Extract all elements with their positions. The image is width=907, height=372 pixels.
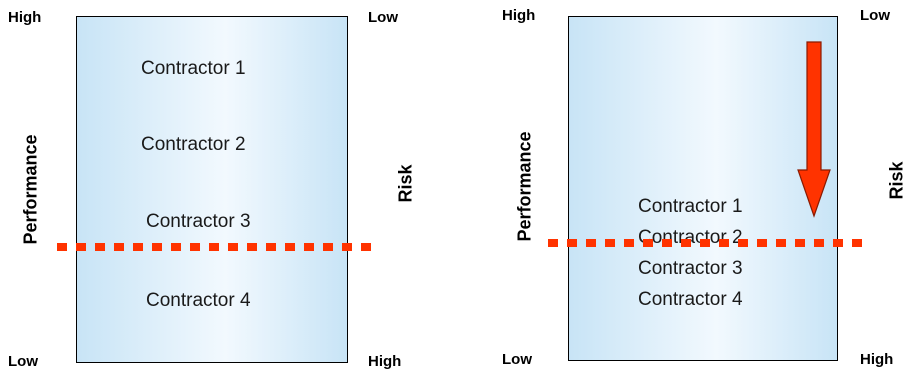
- left-risk-low-label: Low: [368, 9, 398, 26]
- right-performance-axis-label: Performance: [514, 131, 535, 242]
- left-performance-high-label: High: [8, 9, 42, 26]
- right-risk-high-label: High: [860, 351, 894, 368]
- right-contractor-3: Contractor 3: [638, 258, 743, 279]
- right-risk-axis-label: Risk: [886, 161, 907, 200]
- right-threshold-line: [548, 239, 870, 247]
- left-contractor-3: Contractor 3: [146, 211, 251, 232]
- left-performance-axis-label: Performance: [20, 134, 41, 245]
- right-performance-high-label: High: [502, 7, 536, 24]
- right-ranking-box: [568, 16, 838, 361]
- left-ranking-box: [76, 16, 348, 363]
- left-risk-axis-label: Risk: [395, 164, 416, 203]
- left-contractor-1: Contractor 1: [141, 58, 246, 79]
- right-contractor-4: Contractor 4: [638, 289, 743, 310]
- down-arrow-icon: [797, 41, 831, 218]
- left-threshold-line: [57, 243, 377, 251]
- left-contractor-2: Contractor 2: [141, 134, 246, 155]
- left-risk-high-label: High: [368, 353, 402, 370]
- right-performance-low-label: Low: [502, 351, 532, 368]
- right-contractor-1: Contractor 1: [638, 196, 743, 217]
- left-performance-low-label: Low: [8, 353, 38, 370]
- right-risk-low-label: Low: [860, 7, 890, 24]
- left-contractor-4: Contractor 4: [146, 290, 251, 311]
